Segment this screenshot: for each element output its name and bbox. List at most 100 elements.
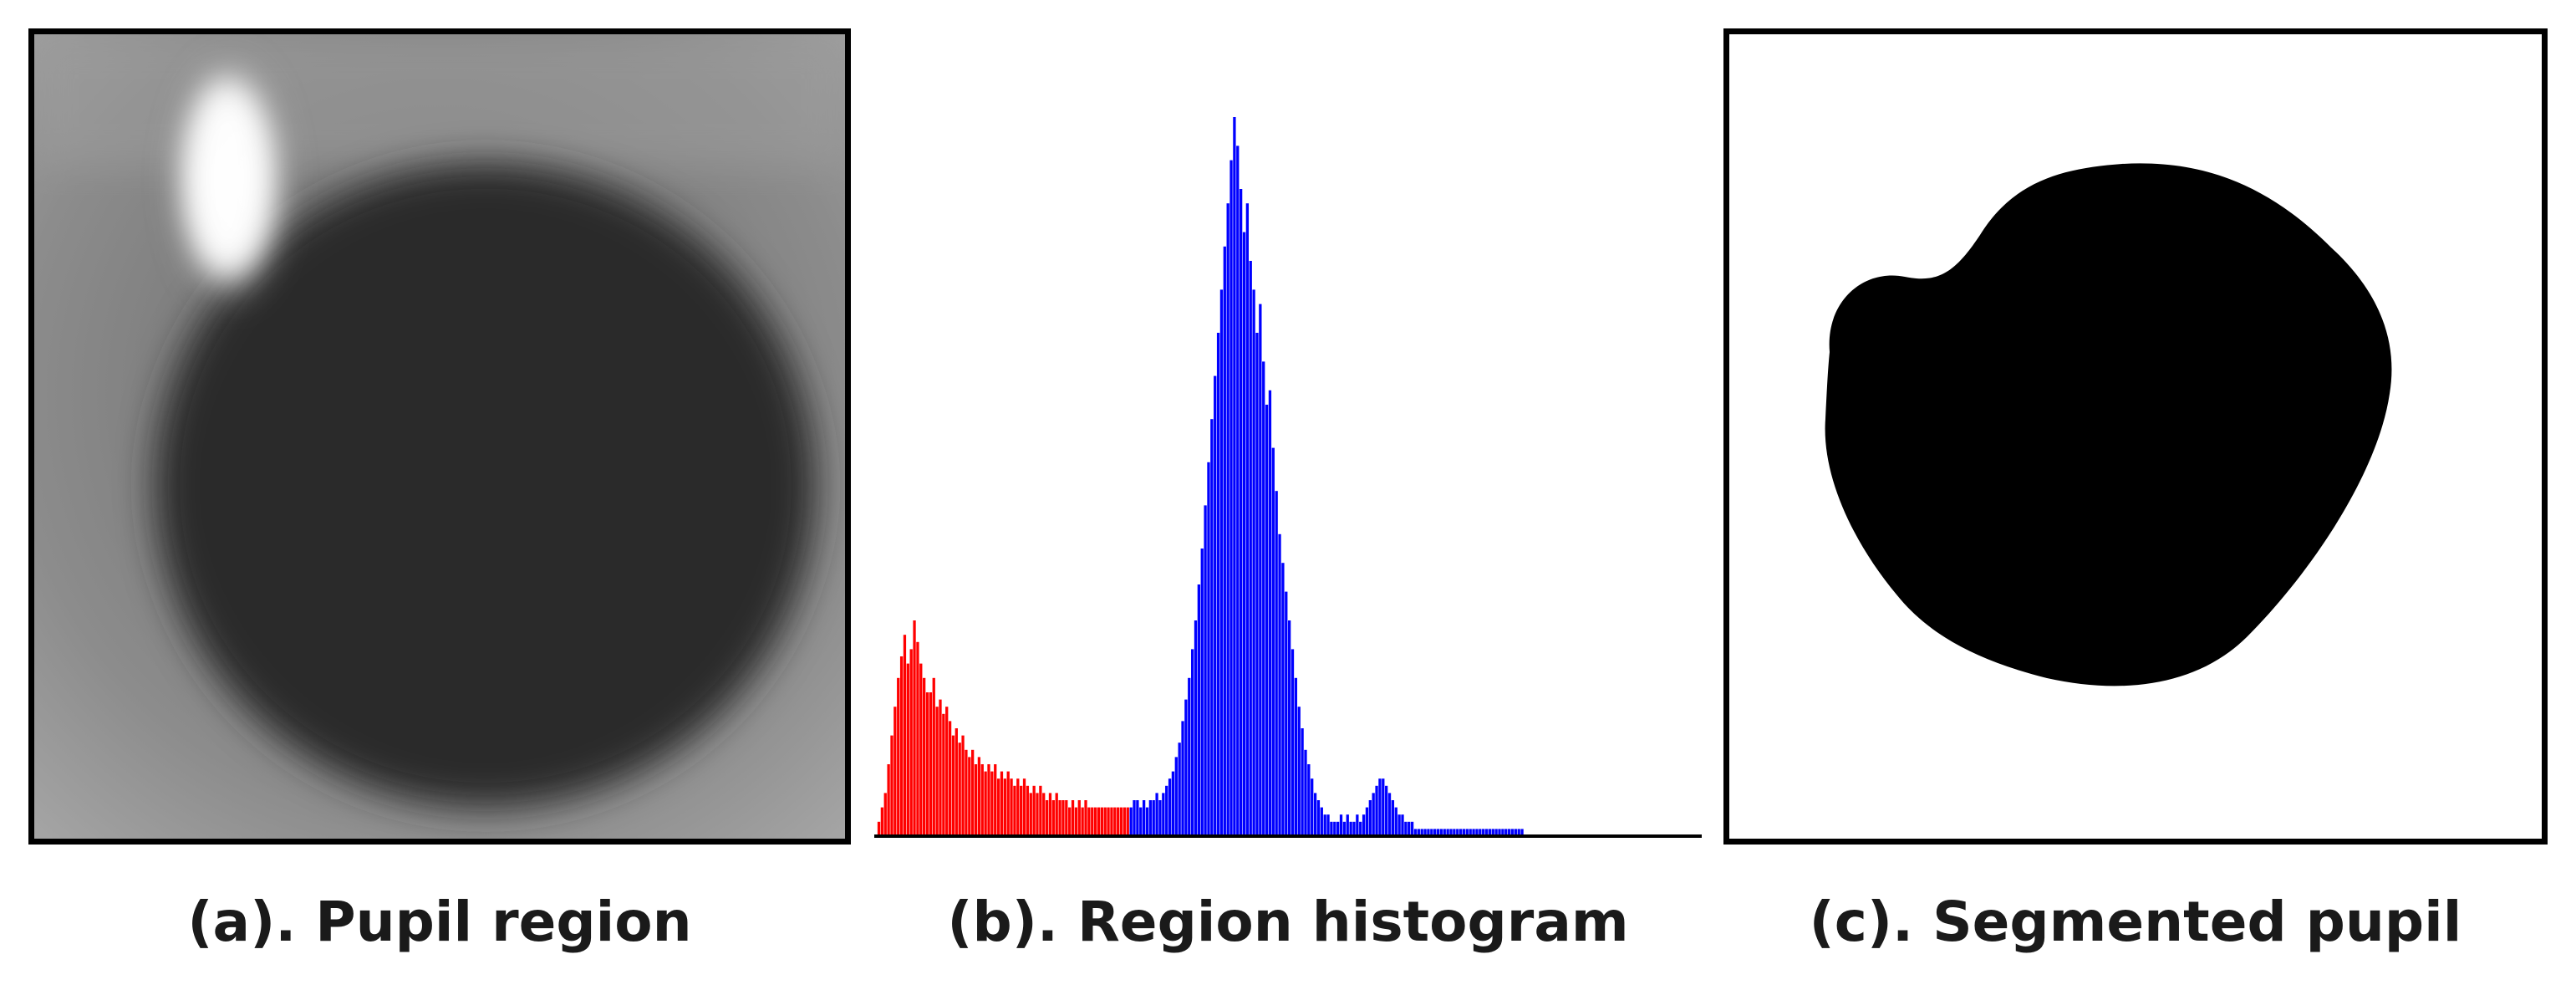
blue-histogram-bar xyxy=(1245,203,1250,836)
blue-histogram-bar xyxy=(1356,814,1359,836)
blue-histogram-bar xyxy=(1456,829,1459,836)
blue-histogram-bar xyxy=(1304,749,1307,836)
blue-histogram-bar xyxy=(1372,793,1375,836)
blue-histogram-bar xyxy=(1278,533,1281,836)
segmented-pupil-mask xyxy=(1825,163,2392,686)
blue-histogram-bar xyxy=(1142,800,1146,836)
blue-histogram-bar xyxy=(1236,145,1240,836)
red-histogram-bar xyxy=(1065,800,1068,836)
blue-histogram-bar xyxy=(1333,821,1336,836)
red-histogram-bar xyxy=(984,771,987,836)
blue-histogram-bar xyxy=(1223,246,1226,836)
blue-histogram-bar xyxy=(1148,800,1152,836)
blue-histogram-bar xyxy=(1307,764,1311,836)
blue-histogram-bar xyxy=(1210,419,1214,836)
red-histogram-bar xyxy=(887,764,890,836)
red-histogram-bar xyxy=(1026,785,1030,836)
histogram-chart xyxy=(874,117,1702,838)
red-histogram-bar xyxy=(939,699,942,836)
blue-histogram-bar xyxy=(1339,814,1343,836)
blue-histogram-bar xyxy=(1139,807,1143,836)
blue-histogram-bar xyxy=(1517,829,1520,836)
red-histogram-bar xyxy=(1006,771,1010,836)
red-histogram-bar xyxy=(948,721,952,836)
red-histogram-bar xyxy=(1084,800,1087,836)
blue-histogram-bar xyxy=(1216,333,1220,836)
blue-histogram-bar xyxy=(1316,800,1321,836)
blue-histogram-bar xyxy=(1472,829,1475,836)
blue-histogram-bar xyxy=(1281,563,1285,836)
red-histogram-bar xyxy=(945,707,949,836)
red-histogram-bar xyxy=(899,656,904,836)
red-histogram-bar xyxy=(1058,800,1061,836)
blue-histogram-bar xyxy=(1145,807,1149,836)
red-histogram-bar xyxy=(1042,793,1046,836)
segmented-pupil-image xyxy=(1723,28,2548,845)
blue-histogram-bar xyxy=(1294,677,1298,836)
red-histogram-bar xyxy=(951,735,955,836)
blue-histogram-bar xyxy=(1484,829,1489,836)
red-histogram-bar xyxy=(1093,807,1097,836)
red-histogram-bar xyxy=(955,728,958,836)
blue-histogram-bar xyxy=(1446,829,1449,836)
blue-histogram-bar xyxy=(1410,821,1414,836)
red-histogram-bar xyxy=(1091,807,1094,836)
caption-region-histogram: (b). Region histogram xyxy=(947,890,1629,954)
red-histogram-bar xyxy=(977,757,981,836)
red-histogram-bar xyxy=(1051,800,1055,836)
blue-histogram-bar xyxy=(1265,405,1269,836)
red-histogram-bar xyxy=(942,713,945,836)
red-histogram-bar xyxy=(1110,807,1113,836)
segmented-pupil-graphic xyxy=(1729,34,2542,839)
red-histogram-bar xyxy=(990,771,994,836)
red-histogram-bar xyxy=(1081,807,1084,836)
blue-histogram-bar xyxy=(1417,829,1420,836)
blue-histogram-bar xyxy=(1439,829,1443,836)
blue-histogram-bar xyxy=(1488,829,1492,836)
blue-histogram-bar xyxy=(1504,829,1508,836)
red-histogram-bar xyxy=(1077,800,1081,836)
blue-histogram-bar xyxy=(1226,203,1229,836)
blue-histogram-bar xyxy=(1479,829,1482,836)
red-histogram-bar xyxy=(1055,793,1058,836)
blue-histogram-bar xyxy=(1427,829,1430,836)
blue-histogram-bar xyxy=(1349,821,1352,836)
blue-histogram-bar xyxy=(1219,289,1224,836)
red-histogram-bar xyxy=(1032,785,1036,836)
blue-histogram-bar xyxy=(1323,814,1326,836)
red-histogram-bar xyxy=(916,641,919,836)
blue-histogram-bar xyxy=(1255,333,1259,836)
blue-histogram-bar xyxy=(1336,821,1340,836)
blue-histogram-bar xyxy=(1152,800,1155,836)
red-histogram-bar xyxy=(883,793,887,836)
blue-histogram-bar xyxy=(1275,491,1278,836)
red-histogram-bar xyxy=(925,692,929,836)
blue-histogram-bar xyxy=(1133,800,1136,836)
blue-histogram-bar xyxy=(1313,793,1317,836)
blue-histogram-bar xyxy=(1365,807,1369,836)
blue-histogram-bar xyxy=(1158,800,1162,836)
blue-histogram-bar xyxy=(1285,591,1288,836)
blue-histogram-bar xyxy=(1297,707,1301,836)
blue-histogram-bar xyxy=(1162,793,1165,836)
blue-histogram-bar xyxy=(1378,778,1382,836)
red-histogram-bar xyxy=(1016,778,1020,836)
blue-histogram-bar xyxy=(1401,814,1404,836)
red-histogram-bar xyxy=(1103,807,1107,836)
red-histogram-bar xyxy=(1119,807,1123,836)
blue-histogram-bar xyxy=(1181,721,1184,836)
red-histogram-bar xyxy=(1071,800,1075,836)
blue-histogram-bar xyxy=(1382,778,1385,836)
red-histogram-bar xyxy=(932,677,935,836)
caption-segmented-pupil: (c). Segmented pupil xyxy=(1809,890,2462,954)
blue-histogram-bar xyxy=(1465,829,1469,836)
blue-histogram-bar xyxy=(1507,829,1511,836)
red-histogram-bar xyxy=(1029,793,1032,836)
red-histogram-bar xyxy=(968,757,971,836)
pupil-dark-disk xyxy=(155,164,816,808)
blue-histogram-bar xyxy=(1190,649,1194,836)
blue-histogram-bar xyxy=(1375,785,1378,836)
blue-histogram-bar xyxy=(1171,771,1175,836)
blue-histogram-bar xyxy=(1433,829,1437,836)
blue-histogram-bar xyxy=(1168,778,1172,836)
